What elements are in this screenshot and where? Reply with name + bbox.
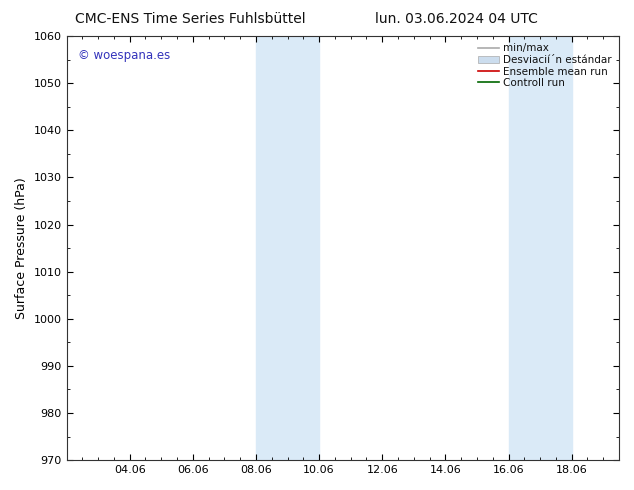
Y-axis label: Surface Pressure (hPa): Surface Pressure (hPa) [15,177,28,319]
Text: © woespana.es: © woespana.es [77,49,170,62]
Bar [256,36,319,460]
Text: lun. 03.06.2024 04 UTC: lun. 03.06.2024 04 UTC [375,12,538,26]
Legend: min/max, Desviacií´n estándar, Ensemble mean run, Controll run: min/max, Desviacií´n estándar, Ensemble … [476,41,614,90]
Bar [508,36,572,460]
Text: CMC-ENS Time Series Fuhlsbüttel: CMC-ENS Time Series Fuhlsbüttel [75,12,306,26]
